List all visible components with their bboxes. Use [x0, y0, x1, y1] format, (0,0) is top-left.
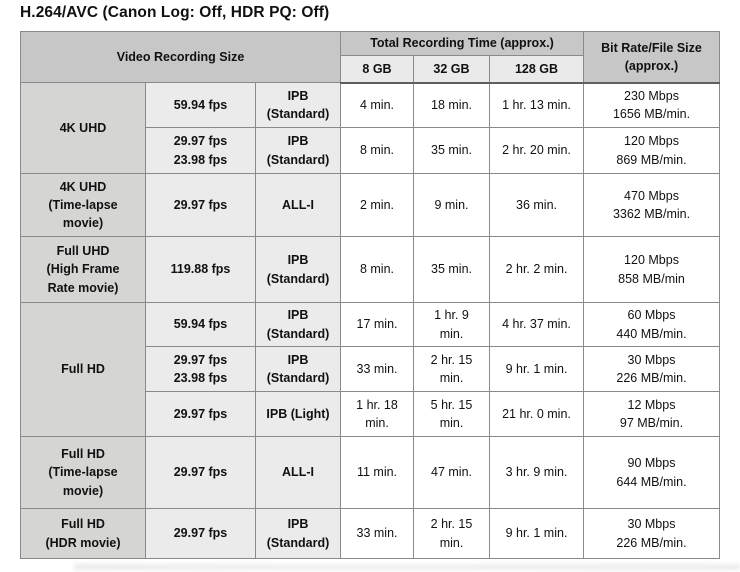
- cell-time-32gb: 35 min.: [413, 236, 490, 303]
- cell-time-128gb: 2 hr. 2 min.: [489, 236, 584, 303]
- cell-fps: 59.94 fps: [145, 302, 256, 347]
- cutoff-next-content: [74, 564, 740, 570]
- cell-fps: 119.88 fps: [145, 236, 256, 303]
- table-row: 4K UHD (Time-lapse movie) 29.97 fps ALL-…: [20, 173, 720, 237]
- cell-time-32gb: 35 min.: [413, 127, 490, 174]
- cell-compression: ALL-I: [255, 436, 341, 509]
- cell-bitrate: 60 Mbps 440 MB/min.: [583, 302, 720, 347]
- page-title: H.264/AVC (Canon Log: Off, HDR PQ: Off): [20, 4, 330, 21]
- cell-time-32gb: 1 hr. 9 min.: [413, 302, 490, 347]
- cell-size: Full HD (Time-lapse movie): [20, 436, 146, 509]
- cell-fps: 29.97 fps: [145, 391, 256, 437]
- cell-fps: 29.97 fps: [145, 173, 256, 237]
- cell-time-8gb: 2 min.: [340, 173, 414, 237]
- cell-fps: 29.97 fps: [145, 508, 256, 559]
- cell-size: Full UHD (High Frame Rate movie): [20, 236, 146, 303]
- table-row: Full HD (HDR movie) 29.97 fps IPB (Stand…: [20, 508, 720, 559]
- cell-bitrate: 120 Mbps 869 MB/min.: [583, 127, 720, 174]
- cell-time-8gb: 8 min.: [340, 236, 414, 303]
- cell-fps: 29.97 fps 23.98 fps: [145, 127, 256, 174]
- header-row-1: Video Recording Size Total Recording Tim…: [20, 31, 720, 84]
- table-row: 4K UHD 59.94 fps IPB (Standard) 4 min. 1…: [20, 82, 720, 174]
- cell-fps: 29.97 fps 23.98 fps: [145, 346, 256, 392]
- cell-time-8gb: 17 min.: [340, 302, 414, 347]
- cell-time-8gb: 4 min.: [340, 82, 414, 128]
- table-row: Full HD 59.94 fps IPB (Standard) 17 min.…: [20, 302, 720, 437]
- cell-bitrate: 90 Mbps 644 MB/min.: [583, 436, 720, 509]
- cell-time-32gb: 9 min.: [413, 173, 490, 237]
- cell-bitrate: 30 Mbps 226 MB/min.: [583, 346, 720, 392]
- cell-time-128gb: 2 hr. 20 min.: [489, 127, 584, 174]
- cell-compression: IPB (Standard): [255, 346, 341, 392]
- cell-compression: IPB (Standard): [255, 127, 341, 174]
- cell-compression: IPB (Standard): [255, 508, 341, 559]
- cell-time-8gb: 1 hr. 18 min.: [340, 391, 414, 437]
- recording-spec-table: Video Recording Size Total Recording Tim…: [20, 31, 720, 559]
- header-128gb: 128 GB: [489, 55, 584, 84]
- cell-compression: IPB (Standard): [255, 302, 341, 347]
- cell-time-128gb: 3 hr. 9 min.: [489, 436, 584, 509]
- header-row-2: 8 GB 32 GB 128 GB: [21, 55, 720, 84]
- cell-time-128gb: 9 hr. 1 min.: [489, 346, 584, 392]
- header-32gb: 32 GB: [413, 55, 490, 84]
- cell-compression: IPB (Standard): [255, 82, 341, 128]
- cell-time-8gb: 8 min.: [340, 127, 414, 174]
- cell-time-128gb: 4 hr. 37 min.: [489, 302, 584, 347]
- header-8gb: 8 GB: [340, 55, 414, 84]
- cell-bitrate: 120 Mbps 858 MB/min: [583, 236, 720, 303]
- cell-size: 4K UHD: [20, 82, 146, 174]
- cell-time-32gb: 2 hr. 15 min.: [413, 346, 490, 392]
- cell-time-8gb: 33 min.: [340, 508, 414, 559]
- cell-time-32gb: 47 min.: [413, 436, 490, 509]
- cell-bitrate: 230 Mbps 1656 MB/min.: [583, 82, 720, 128]
- cell-time-32gb: 2 hr. 15 min.: [413, 508, 490, 559]
- table-row: 29.97 fps IPB (Light) 1 hr. 18 min. 5 hr…: [21, 391, 720, 437]
- cell-fps: 29.97 fps: [145, 436, 256, 509]
- cell-fps: 59.94 fps: [145, 82, 256, 128]
- header-video-recording-size: Video Recording Size: [20, 31, 341, 83]
- table-row: 29.97 fps 23.98 fps IPB (Standard) 8 min…: [21, 127, 720, 174]
- cell-time-8gb: 33 min.: [340, 346, 414, 392]
- header-total-recording-time: Total Recording Time (approx.): [340, 31, 584, 56]
- cell-compression: IPB (Standard): [255, 236, 341, 303]
- cell-time-32gb: 18 min.: [413, 82, 490, 128]
- header-bit-rate-file-size: Bit Rate/File Size (approx.): [583, 31, 720, 84]
- cell-time-8gb: 11 min.: [340, 436, 414, 509]
- cell-time-128gb: 9 hr. 1 min.: [489, 508, 584, 559]
- cell-bitrate: 12 Mbps 97 MB/min.: [583, 391, 720, 437]
- cell-size: Full HD (HDR movie): [20, 508, 146, 559]
- cell-size: Full HD: [20, 302, 146, 437]
- cell-bitrate: 470 Mbps 3362 MB/min.: [583, 173, 720, 237]
- cell-time-32gb: 5 hr. 15 min.: [413, 391, 490, 437]
- table-row: Full HD (Time-lapse movie) 29.97 fps ALL…: [20, 436, 720, 509]
- cell-compression: IPB (Light): [255, 391, 341, 437]
- cell-time-128gb: 21 hr. 0 min.: [489, 391, 584, 437]
- cell-time-128gb: 36 min.: [489, 173, 584, 237]
- cell-bitrate: 30 Mbps 226 MB/min.: [583, 508, 720, 559]
- cell-compression: ALL-I: [255, 173, 341, 237]
- cell-time-128gb: 1 hr. 13 min.: [489, 82, 584, 128]
- cell-size: 4K UHD (Time-lapse movie): [20, 173, 146, 237]
- table-row: 29.97 fps 23.98 fps IPB (Standard) 33 mi…: [21, 346, 720, 392]
- table-row: Full UHD (High Frame Rate movie) 119.88 …: [20, 236, 720, 303]
